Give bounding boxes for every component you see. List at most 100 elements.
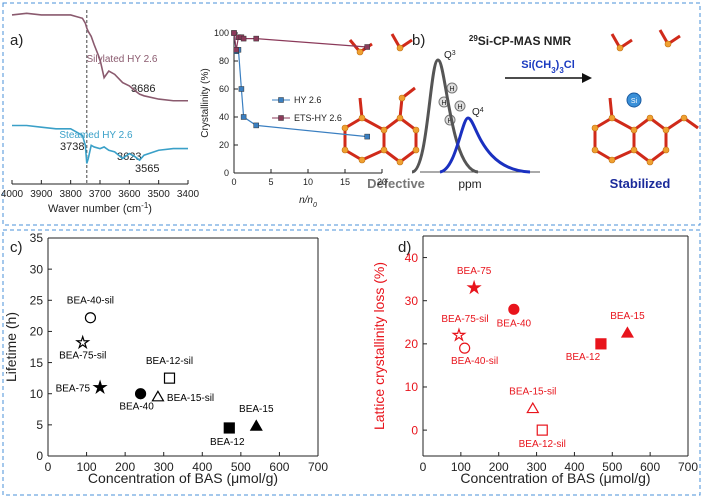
- y-tick-label: 25: [30, 293, 44, 307]
- point-label: BEA-15-sil: [509, 387, 556, 398]
- y-tick-label: 20: [30, 325, 44, 339]
- annotation: 3623: [117, 151, 141, 163]
- x-tick-label: 700: [678, 460, 698, 474]
- point-label: BEA-12-sil: [146, 356, 193, 367]
- x-tick-label: 3600: [118, 189, 141, 200]
- marker: [231, 30, 237, 36]
- x-axis-label: n/n0: [299, 195, 317, 209]
- annotation: 3738: [60, 141, 84, 153]
- x-axis-label-part: Waver number (cm: [48, 203, 141, 215]
- x-tick-label: 200: [489, 460, 509, 474]
- marker: [151, 390, 165, 402]
- point-label: BEA-40-sil: [67, 296, 114, 307]
- nmr-peak: [439, 116, 531, 174]
- x-tick-label: 600: [269, 460, 289, 474]
- x-tick-label: 100: [77, 460, 97, 474]
- marker: [620, 326, 634, 338]
- atom-label: H: [447, 118, 452, 125]
- x-tick-label: 0: [420, 460, 427, 474]
- marker: [536, 424, 548, 436]
- y-tick-label: 15: [30, 356, 44, 370]
- x-tick-label: 4000: [1, 189, 24, 200]
- point-label: BEA-12: [566, 352, 601, 363]
- x-tick-label: 500: [231, 460, 251, 474]
- nmr-title: 29Si-CP-MAS NMR: [469, 34, 572, 49]
- y-axis-label: Lattice crystallinity loss (%): [371, 262, 387, 430]
- marker: [451, 327, 467, 342]
- y-tick-label: 30: [405, 294, 419, 308]
- x-axis-label-part: ): [148, 203, 152, 215]
- x-tick-label: 0: [45, 460, 52, 474]
- point-label: BEA-40: [119, 402, 154, 413]
- x-tick-label: 0: [231, 177, 236, 187]
- marker: [75, 334, 91, 350]
- series-label: Silylated HY 2.6: [87, 54, 158, 65]
- point-label: BEA-75: [56, 383, 91, 394]
- x-tick-label: 700: [308, 460, 328, 474]
- x-tick-label: 200: [115, 460, 135, 474]
- series-line: [12, 124, 188, 164]
- axis-label: ppm: [458, 177, 481, 191]
- y-tick-label: 80: [219, 56, 229, 66]
- marker: [134, 388, 147, 400]
- panel-label: d): [398, 239, 411, 256]
- y-tick-label: 35: [30, 231, 44, 245]
- legend-label: ETS-HY 2.6: [294, 113, 342, 123]
- y-tick-label: 0: [36, 449, 43, 463]
- x-tick-label: 20: [377, 177, 387, 187]
- marker: [278, 115, 284, 121]
- x-tick-label: 500: [602, 460, 622, 474]
- marker: [526, 401, 540, 414]
- nmr-peak: [411, 58, 479, 174]
- x-tick-label: 300: [154, 460, 174, 474]
- marker: [238, 86, 245, 92]
- panel-label: c): [10, 239, 23, 256]
- y-tick-label: 30: [30, 262, 44, 276]
- silyl-atom: [626, 92, 642, 108]
- arrow-head: [582, 73, 592, 83]
- point-label: BEA-15: [610, 311, 645, 322]
- marker: [233, 47, 239, 53]
- reagent: Si(CH3)3Cl: [521, 59, 575, 75]
- y-tick-label: 20: [405, 337, 419, 351]
- y-tick-label: 60: [219, 84, 229, 94]
- atom-label: H: [457, 104, 462, 111]
- series-line: [11, 12, 188, 102]
- peak-label: Q4: [472, 107, 484, 119]
- series-label: Steamed HY 2.6: [59, 130, 133, 141]
- y-tick-label: 20: [219, 140, 229, 150]
- point-label: BEA-75: [457, 266, 492, 277]
- marker: [84, 312, 97, 324]
- marker: [163, 372, 176, 384]
- atom-label: H: [449, 86, 454, 93]
- x-tick-label: 5: [268, 177, 273, 187]
- x-tick-label: 400: [564, 460, 584, 474]
- y-tick-label: 40: [219, 112, 229, 122]
- x-tick-label: 3900: [30, 189, 53, 200]
- marker: [466, 279, 482, 295]
- atom-label: Si: [631, 98, 638, 105]
- point-label: BEA-40-sil: [451, 356, 498, 367]
- x-tick-label: 3700: [89, 189, 112, 200]
- point-label: BEA-75-sil: [441, 314, 488, 325]
- peak-label: Q3: [444, 50, 456, 62]
- panel-frame: [2, 2, 701, 226]
- y-axis-label: Crystallinity (%): [200, 68, 211, 137]
- x-tick-label: 3400: [177, 189, 200, 200]
- x-axis-label-part: n/n: [299, 195, 313, 206]
- x-tick-label: 400: [192, 460, 212, 474]
- x-tick-label: 600: [640, 460, 660, 474]
- point-label: BEA-40: [497, 318, 532, 329]
- marker: [253, 122, 259, 129]
- series-line: [233, 32, 368, 50]
- marker: [364, 44, 370, 50]
- y-tick-label: 10: [30, 387, 44, 401]
- x-tick-label: 3800: [60, 189, 83, 200]
- x-axis-label: Concentration of BAS (μmol/g): [460, 470, 650, 486]
- x-tick-label: 3500: [148, 189, 171, 200]
- marker: [595, 338, 607, 350]
- x-tick-label: 15: [340, 177, 350, 187]
- marker: [508, 303, 520, 315]
- marker: [92, 379, 108, 394]
